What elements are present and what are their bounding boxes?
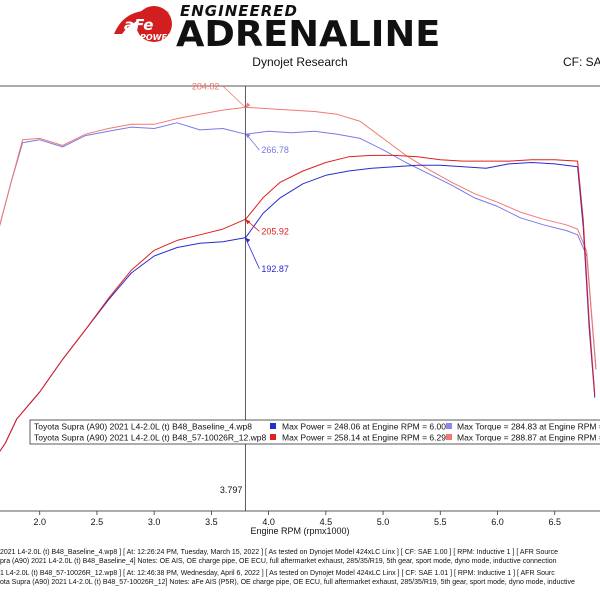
x-tick-label: 5.0 <box>377 517 390 527</box>
annotation-label-baseline-power: 192.87 <box>261 264 289 274</box>
annotation-arrow-baseline-power <box>245 237 251 243</box>
annotation-leader-test-torque <box>223 86 246 108</box>
annotation-arrow-baseline-torque <box>245 133 251 139</box>
legend-run-test: Toyota Supra (A90) 2021 L4-2.0L (t) B48_… <box>34 433 266 443</box>
plot-frame <box>0 85 600 512</box>
legend-torque-test: Max Torque = 288.87 at Engine RPM = 3 <box>457 433 600 443</box>
x-tick-label: 6.0 <box>491 517 504 527</box>
x-tick-label: 5.5 <box>434 517 447 527</box>
x-tick-label: 2.0 <box>33 517 46 527</box>
legend-swatch-test-power <box>270 434 276 440</box>
x-ticks: 2.0 2.5 3.0 3.5 4.0 4.5 5.0 5.5 6.0 6.5 <box>33 511 561 527</box>
x-tick-label: 4.0 <box>262 517 275 527</box>
annotation-leader-baseline-power <box>245 237 260 269</box>
legend-swatch-test-torque <box>446 434 452 440</box>
legend-run-baseline: Toyota Supra (A90) 2021 L4-2.0L (t) B48_… <box>34 422 252 432</box>
x-tick-label: 6.5 <box>548 517 561 527</box>
x-tick-label: 4.5 <box>320 517 333 527</box>
x-tick-label: 3.5 <box>205 517 218 527</box>
annotation-arrow-test-torque <box>245 102 251 108</box>
legend: Toyota Supra (A90) 2021 L4-2.0L (t) B48_… <box>29 419 600 445</box>
footer-line-2: pra (A90) 2021 L4-2.0L (t) B48_Baseline_… <box>0 558 557 565</box>
legend-torque-baseline: Max Torque = 284.83 at Engine RPM = 3 <box>457 422 600 432</box>
brand-title: ADRENALINE <box>176 14 441 55</box>
annotation-arrow-test-power <box>245 219 251 225</box>
afe-logo-icon: aFe POWER <box>114 6 173 42</box>
header-logo-area: aFe POWER ENGINEERED ADRENALINE <box>0 0 600 55</box>
svg-text:aFe: aFe <box>124 16 153 34</box>
series-line-baseline-torque <box>0 122 597 370</box>
footer-line-3: 1 L4-2.0L (t) B48_57-10026R_12.wp8 ] [ A… <box>0 570 555 577</box>
annotation-label-test-torque: 284.82 <box>192 82 220 92</box>
footer-line-1: 2021 L4-2.0L (t) B48_Baseline_4.wp8 ] [ … <box>0 549 558 556</box>
legend-power-baseline: Max Power = 248.06 at Engine RPM = 6.00 <box>282 422 446 432</box>
cursor-layer[interactable]: 3.797 <box>220 86 246 511</box>
series-line-test-power <box>0 154 596 452</box>
legend-box <box>29 419 600 445</box>
annotation-label-baseline-torque: 266.78 <box>261 145 289 155</box>
x-axis-label: Engine RPM (rpmx1000) <box>250 526 349 536</box>
legend-swatch-baseline-torque <box>446 423 452 429</box>
annotation-label-test-power: 205.92 <box>261 226 289 236</box>
svg-text:POWER: POWER <box>140 33 173 42</box>
series-layer <box>0 106 597 452</box>
footer-line-4: ota Supra (A90) 2021 L4-2.0L (t) B48_57-… <box>0 579 575 586</box>
correction-factor: CF: SA <box>563 55 600 69</box>
x-tick-label: 3.0 <box>148 517 161 527</box>
annotation-layer: 284.82 266.78 205.92 192.87 <box>192 82 289 274</box>
legend-swatch-baseline-power <box>270 423 276 429</box>
series-line-test-torque <box>0 106 597 367</box>
cursor-label: 3.797 <box>220 485 243 495</box>
x-tick-label: 2.5 <box>91 517 104 527</box>
legend-power-test: Max Power = 258.14 at Engine RPM = 6.29 <box>282 433 446 443</box>
brand-tagline: ENGINEERED <box>180 2 298 20</box>
research-title: Dynojet Research <box>252 55 348 69</box>
